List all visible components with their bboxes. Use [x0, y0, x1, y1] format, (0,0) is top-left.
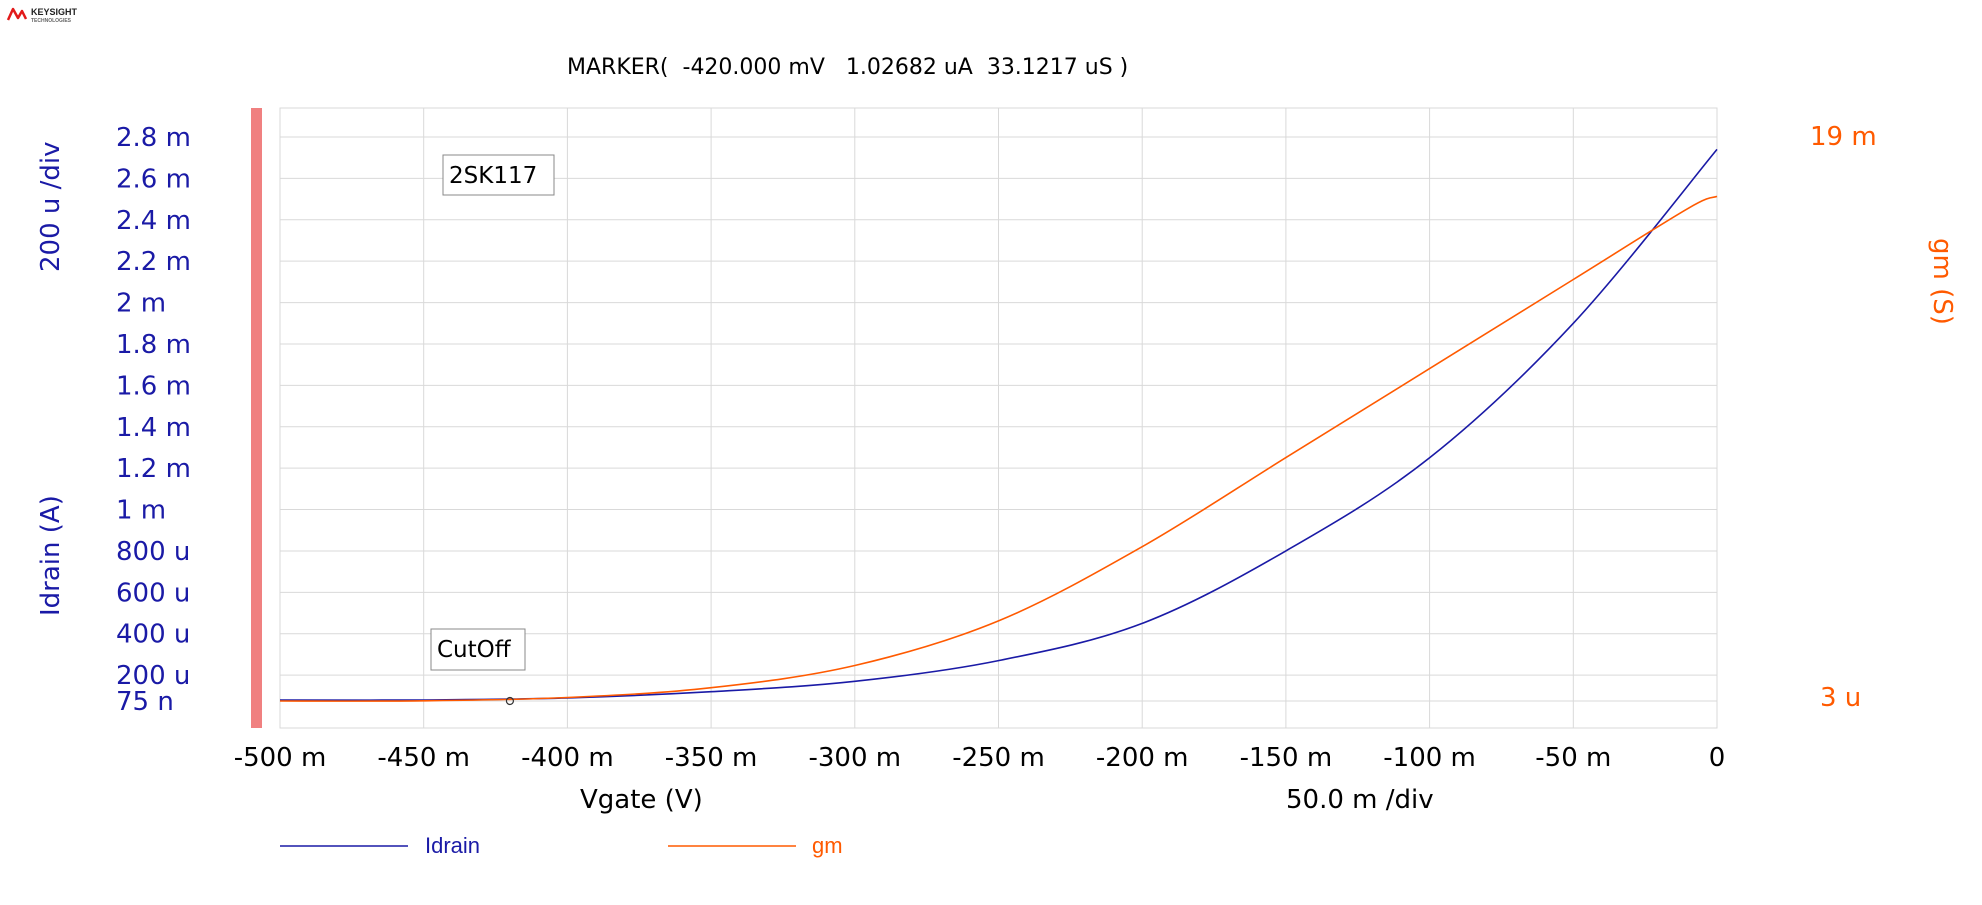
legend-label-idrain: Idrain: [425, 833, 480, 858]
x-tick-label: -100 m: [1383, 743, 1476, 773]
y-right-top-label: 19 m: [1810, 122, 1877, 152]
y-left-tick-labels: 2.8 m 2.6 m 2.4 m 2.2 m 2 m 1.8 m 1.6 m 1.4 m 1.…: [116, 123, 191, 717]
y-left-tick-label: 2 m: [116, 289, 166, 319]
y-left-tick-label: 400 u: [116, 620, 190, 650]
x-tick-label: -50 m: [1535, 743, 1611, 773]
legend-label-gm: gm: [812, 833, 843, 858]
legend: Idrain gm: [280, 833, 843, 858]
x-tick-label: -250 m: [952, 743, 1045, 773]
logo-brand: KEYSIGHT: [31, 7, 78, 17]
logo-sub: TECHNOLOGIES: [31, 18, 72, 24]
y-left-tick-label: 1.6 m: [116, 371, 191, 401]
x-tick-labels: -500 m -450 m -400 m -350 m -300 m -250 m -200…: [234, 743, 1726, 773]
y-left-tick-label: 200 u: [116, 661, 190, 691]
left-axis-bar: [251, 108, 262, 728]
label-2sk117: 2SK117: [442, 154, 555, 196]
x-tick-label: 0: [1709, 743, 1726, 773]
keysight-wave-icon: [6, 7, 28, 21]
x-div-label: 50.0 m /div: [1286, 785, 1434, 815]
y-left-tick-label: 1.8 m: [116, 330, 191, 360]
keysight-logo: KEYSIGHT TECHNOLOGIES: [6, 7, 78, 24]
annotation-cutoff: CutOff: [437, 637, 512, 663]
y-left-label: Idrain (A): [36, 495, 66, 616]
y-right-bottom-label: 3 u: [1820, 683, 1861, 713]
marker-point: [505, 696, 515, 706]
y-left-tick-label: 1 m: [116, 496, 166, 526]
x-tick-label: -300 m: [808, 743, 901, 773]
annotation-2sk117: 2SK117: [449, 163, 537, 189]
y-left-tick-label: 800 u: [116, 537, 190, 567]
x-axis-label: Vgate (V): [580, 785, 703, 815]
marker-readout: MARKER( -420.000 mV 1.02682 uA 33.1217 u…: [567, 55, 1128, 80]
series-line-gm: [279, 195, 1718, 702]
x-tick-label: -350 m: [665, 743, 758, 773]
y-left-tick-label: 2.4 m: [116, 206, 191, 236]
y-left-tick-label: 1.2 m: [116, 454, 191, 484]
x-tick-label: -200 m: [1096, 743, 1189, 773]
label-cutoff: CutOff: [430, 628, 526, 671]
x-tick-label: -450 m: [377, 743, 470, 773]
series-group: [279, 148, 1718, 706]
y-left-tick-label: 75 n: [116, 687, 174, 717]
y-left-div-label: 200 u /div: [36, 141, 66, 272]
y-left-tick-label: 2.8 m: [116, 123, 191, 153]
y-left-tick-label: 2.2 m: [116, 247, 191, 277]
x-tick-label: -500 m: [234, 743, 327, 773]
y-left-tick-label: 1.4 m: [116, 413, 191, 443]
x-tick-label: -400 m: [521, 743, 614, 773]
y-left-tick-label: 600 u: [116, 578, 190, 608]
y-left-tick-label: 2.6 m: [116, 164, 191, 194]
x-tick-label: -150 m: [1240, 743, 1333, 773]
y-right-label: gm (S): [1927, 238, 1957, 325]
